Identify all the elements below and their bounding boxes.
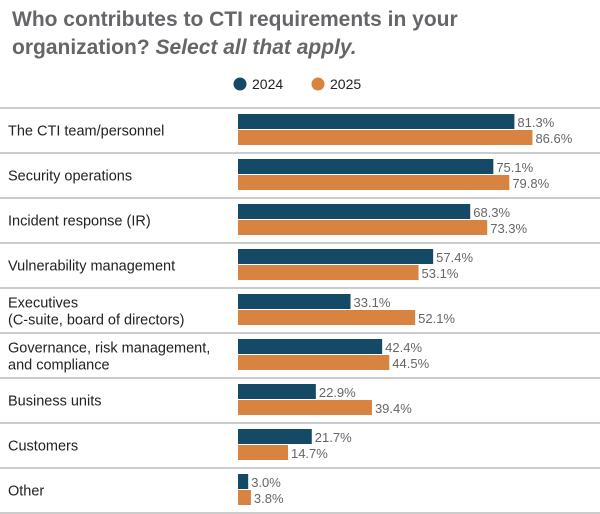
value-label-2025: 44.5% [392,356,429,371]
value-label-2025: 53.1% [422,266,459,281]
legend-label-2024: 2024 [252,76,283,92]
category-label: Other [8,484,44,500]
value-label-2024: 68.3% [473,205,510,220]
value-label-2024: 22.9% [319,385,356,400]
category-label: Security operations [8,169,132,185]
bar-2025 [238,175,510,190]
category-label: and compliance [8,358,110,374]
category-label: (C-suite, board of directors) [8,313,184,329]
category-label: Executives [8,296,78,312]
category-label: Vulnerability management [8,259,175,275]
category-label: Business units [8,394,102,410]
bar-2025 [238,265,419,280]
legend-label-2025: 2025 [330,76,361,92]
value-label-2025: 14.7% [291,446,328,461]
bar-2025 [238,130,533,145]
bar-2024 [238,249,434,264]
bar-2024 [238,294,351,309]
value-label-2024: 33.1% [354,295,391,310]
bar-2024 [238,159,494,174]
value-label-2025: 3.8% [254,491,284,506]
chart-title: Who contributes to CTI requirements in y… [12,6,592,62]
value-label-2024: 21.7% [315,430,352,445]
value-label-2025: 39.4% [375,401,412,416]
value-label-2024: 42.4% [385,340,422,355]
legend-marker-2024 [233,77,247,91]
bar-2024 [238,339,383,354]
bar-2025 [238,490,251,505]
chart-title-emphasis: Select all that apply. [155,36,357,59]
bar-2025 [238,400,372,415]
category-label: Incident response (IR) [8,214,151,230]
bar-2024 [238,384,316,399]
legend-marker-2025 [311,77,325,91]
value-label-2025: 52.1% [418,311,455,326]
value-label-2025: 86.6% [535,131,572,146]
chart-title-main: Who contributes to CTI requirements in y… [12,8,458,59]
value-label-2025: 73.3% [490,221,527,236]
bar-2025 [238,355,390,370]
bar-2024 [238,429,312,444]
bar-2025 [238,445,288,460]
value-label-2024: 81.3% [517,115,554,130]
value-label-2024: 3.0% [251,475,281,490]
category-label: The CTI team/personnel [8,124,164,140]
category-label: Governance, risk management, [8,341,210,357]
category-label: Customers [8,439,78,455]
value-label-2024: 75.1% [496,160,533,175]
bar-2024 [238,114,515,129]
bar-2025 [238,220,488,235]
bar-2025 [238,310,416,325]
value-label-2024: 57.4% [436,250,473,265]
bar-2024 [238,204,471,219]
bar-2024 [238,474,249,489]
value-label-2025: 79.8% [512,176,549,191]
